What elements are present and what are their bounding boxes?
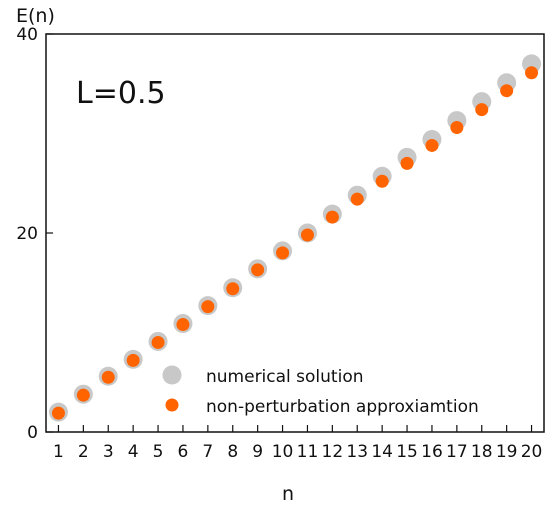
x-tick-label: 7 — [202, 442, 213, 462]
x-tick-label: 12 — [322, 442, 344, 462]
approximation-point — [475, 103, 489, 117]
data-points — [48, 54, 542, 422]
approximation-point — [151, 335, 165, 349]
x-tick-label: 14 — [371, 442, 393, 462]
x-tick-label: 11 — [297, 442, 319, 462]
y-tick-label: 20 — [16, 224, 38, 244]
x-tick-label: 3 — [103, 442, 114, 462]
approximation-point — [201, 300, 215, 314]
approximation-point — [300, 228, 314, 242]
legend: numerical solution non-perturbation appr… — [162, 365, 479, 417]
approximation-point — [375, 174, 389, 188]
x-tick-label: 5 — [153, 442, 164, 462]
approximation-point — [176, 318, 190, 332]
approximation-point — [400, 156, 414, 170]
x-tick-label: 13 — [346, 442, 368, 462]
approximation-point — [101, 370, 115, 384]
approximation-point — [276, 246, 290, 260]
annotation-label: L=0.5 — [76, 76, 166, 111]
approximation-point — [51, 406, 65, 420]
x-tick-label: 16 — [421, 442, 443, 462]
x-tick-label: 15 — [396, 442, 418, 462]
approximation-point — [500, 84, 514, 98]
x-tick-label: 10 — [272, 442, 294, 462]
x-tick-label: 2 — [78, 442, 89, 462]
x-tick-label: 4 — [128, 442, 139, 462]
approximation-point — [525, 66, 539, 80]
approximation-point — [325, 210, 339, 224]
x-tick-label: 8 — [227, 442, 238, 462]
x-axis-label: n — [282, 483, 294, 505]
x-axis: 1 2 3 4 5 6 7 8 9 10 11 12 13 14 15 16 17 18 19 20 — [53, 425, 542, 462]
x-tick-label: 9 — [252, 442, 263, 462]
y-axis-label: E(n) — [16, 5, 55, 27]
x-tick-label: 6 — [178, 442, 189, 462]
y-axis: 0 20 40 — [16, 25, 53, 443]
legend-marker-numerical — [162, 365, 182, 385]
x-tick-label: 20 — [521, 442, 543, 462]
approximation-point — [251, 263, 265, 277]
approximation-point — [350, 192, 364, 206]
y-tick-label: 0 — [27, 423, 38, 443]
approximation-point — [126, 353, 140, 367]
legend-marker-approximation — [165, 398, 179, 412]
legend-label-approximation: non-perturbation approxiamtion — [206, 397, 479, 417]
approximation-point — [425, 138, 439, 152]
x-tick-label: 17 — [446, 442, 468, 462]
approximation-point — [450, 121, 464, 135]
legend-label-numerical: numerical solution — [206, 367, 364, 387]
approximation-point — [76, 388, 90, 402]
x-tick-label: 1 — [53, 442, 64, 462]
y-tick-label: 40 — [16, 25, 38, 45]
approximation-point — [226, 282, 240, 296]
x-tick-label: 18 — [471, 442, 493, 462]
x-tick-label: 19 — [496, 442, 518, 462]
